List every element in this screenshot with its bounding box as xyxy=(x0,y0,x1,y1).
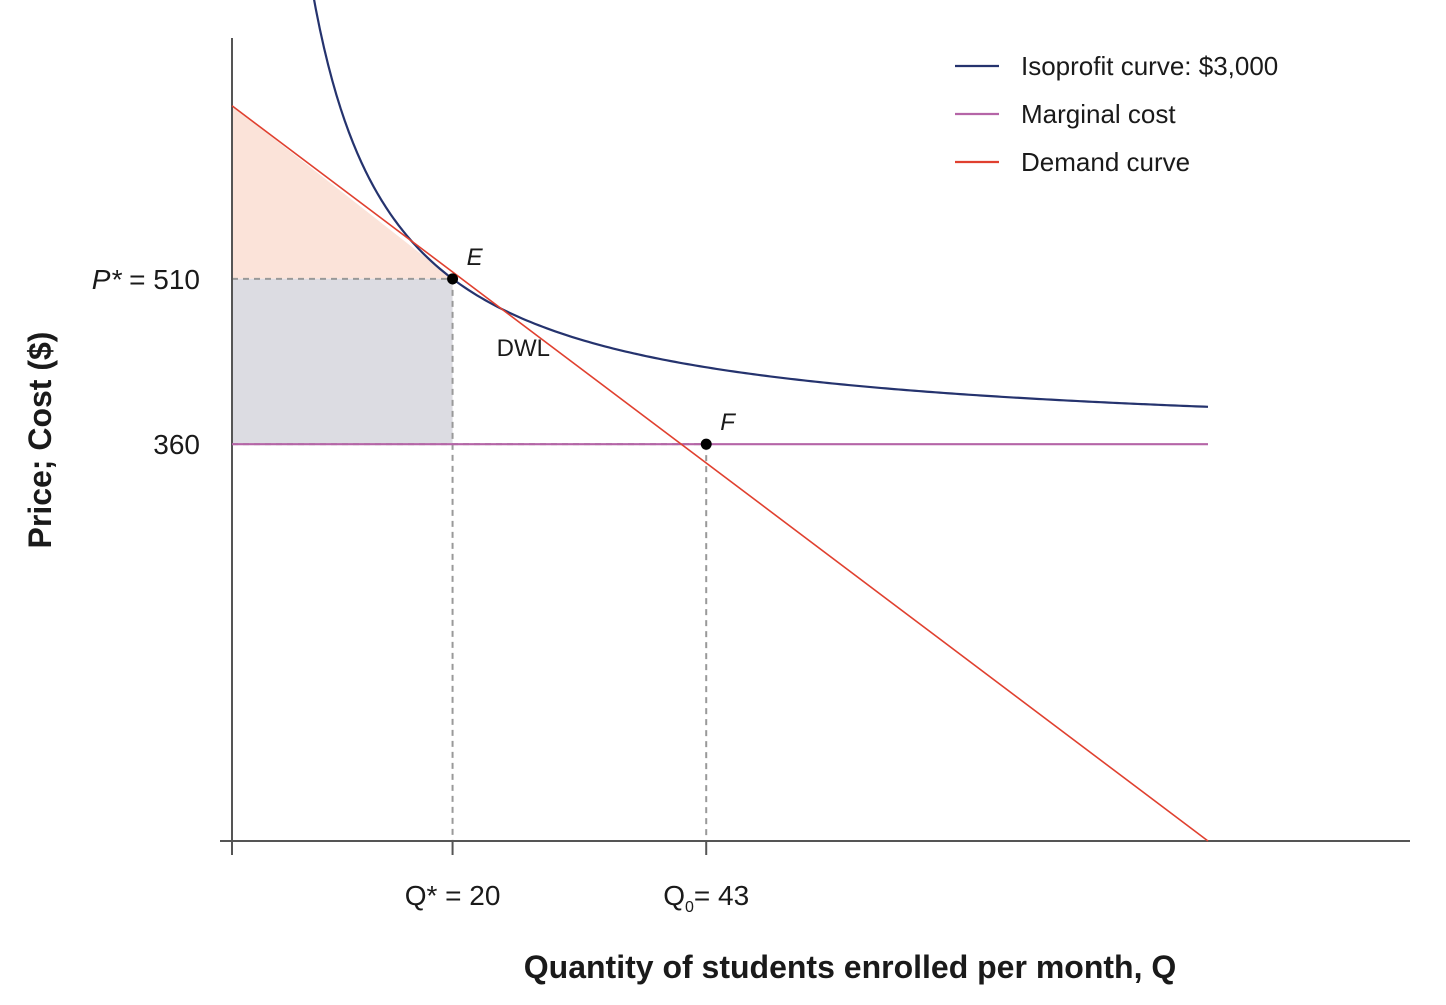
x-axis-title: Quantity of students enrolled per month,… xyxy=(524,949,1176,985)
points-layer: E F DWL xyxy=(447,244,736,450)
y-tick-label-510: P* = 510 xyxy=(92,264,200,295)
point-label-f: F xyxy=(720,409,736,436)
y-tick-value: = 510 xyxy=(121,264,200,295)
legend-label-marginal_cost: Marginal cost xyxy=(1021,99,1176,129)
region-label-dwl: DWL xyxy=(497,335,550,362)
x-tick-label-20: Q* = 20 xyxy=(405,880,501,911)
x-tick-label-43: Q0= 43 xyxy=(663,880,749,916)
point-label-e: E xyxy=(467,244,484,271)
legend: Isoprofit curve: $3,000 Marginal cost Dema… xyxy=(955,51,1278,177)
x-tick-rest: = 43 xyxy=(694,880,749,911)
regions-layer xyxy=(232,105,453,445)
y-tick-label-360: 360 xyxy=(153,429,200,460)
y-axis-title: Price; Cost ($) xyxy=(22,332,58,549)
point-f xyxy=(700,438,712,450)
series-demand-line xyxy=(231,105,1209,842)
axes-layer xyxy=(220,38,1410,855)
x-tick-subscript: 0 xyxy=(685,899,694,916)
region-consumer-surplus xyxy=(232,105,453,279)
point-e xyxy=(447,273,459,285)
legend-label-isoprofit: Isoprofit curve: $3,000 xyxy=(1021,51,1278,81)
x-tick-main: Q xyxy=(663,880,685,911)
legend-label-demand: Demand curve xyxy=(1021,147,1190,177)
ticks-layer: P* = 510 360 Q* = 20 Q0= 43 xyxy=(92,264,749,916)
region-profit xyxy=(232,278,453,445)
y-tick-value: 360 xyxy=(153,429,200,460)
y-tick-prefix: P* xyxy=(92,264,123,295)
